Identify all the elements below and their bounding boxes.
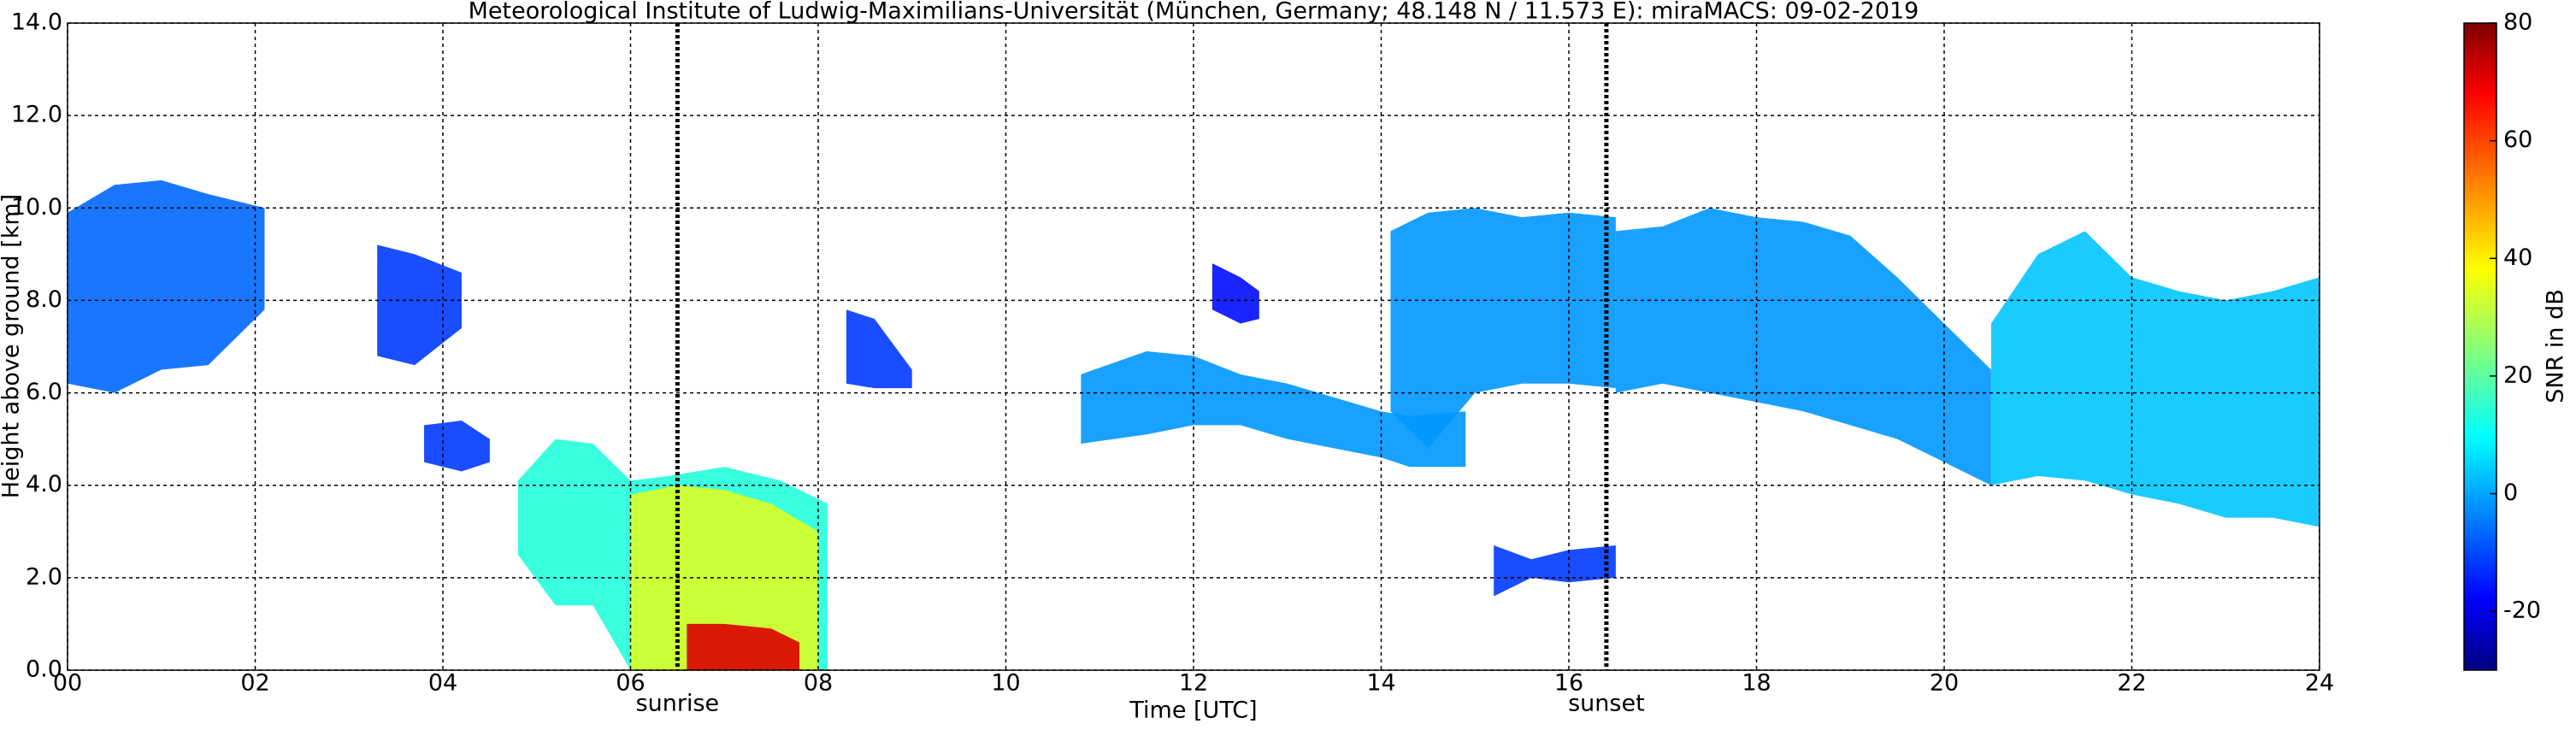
x-axis-label: Time [UTC] — [1129, 698, 1257, 724]
radar-echo — [1211, 263, 1259, 324]
x-tick-label: 00 — [53, 670, 82, 697]
y-tick-label: 0.0 — [26, 656, 62, 683]
radar-echo — [1081, 350, 1466, 468]
y-tick-label: 6.0 — [26, 379, 62, 405]
x-tick-label: 02 — [240, 670, 269, 697]
y-tick-label: 4.0 — [26, 471, 62, 497]
radar-echo — [1990, 231, 2320, 527]
radar-echo — [1615, 208, 1991, 486]
x-tick-label: 18 — [1742, 670, 1771, 697]
radar-echo — [68, 180, 265, 393]
radar-echo — [424, 421, 490, 472]
colorbar-tick-label: -20 — [2503, 598, 2541, 624]
x-tick-label: 12 — [1179, 670, 1208, 697]
radar-echo — [846, 309, 912, 389]
x-tick-label: 14 — [1366, 670, 1395, 697]
x-tick-label: 10 — [991, 670, 1020, 697]
plot-frame — [67, 22, 2320, 671]
colorbar-tick-label: 40 — [2503, 244, 2532, 271]
x-tick-label: 20 — [1930, 670, 1959, 697]
radar-echo — [1494, 545, 1616, 597]
colorbar-label: SNR in dB — [2543, 289, 2569, 403]
x-tick-label: 16 — [1554, 670, 1583, 697]
y-tick-label: 14.0 — [11, 9, 62, 36]
radar-echo — [377, 244, 462, 366]
colorbar-tick-label: 60 — [2503, 127, 2532, 153]
y-axis-label: Height above ground [km] — [0, 194, 25, 498]
x-tick-label: 24 — [2305, 670, 2334, 697]
x-tick-label: 06 — [616, 670, 645, 697]
y-tick-label: 12.0 — [11, 102, 62, 128]
annotation-label: sunrise — [636, 691, 720, 717]
annotation-label: sunset — [1568, 691, 1645, 717]
radar-echo — [687, 623, 800, 670]
x-tick-label: 04 — [428, 670, 457, 697]
colorbar-tick-label: 20 — [2503, 362, 2532, 388]
colorbar — [2463, 22, 2497, 671]
x-tick-label: 22 — [2117, 670, 2146, 697]
y-tick-label: 8.0 — [26, 286, 62, 313]
colorbar-tick-label: 0 — [2503, 480, 2518, 506]
x-tick-label: 08 — [804, 670, 833, 697]
chart-title: Meteorological Institute of Ludwig-Maxim… — [469, 0, 1919, 25]
colorbar-tick-label: 80 — [2503, 9, 2532, 36]
y-tick-label: 10.0 — [11, 194, 62, 221]
y-tick-label: 2.0 — [26, 563, 62, 590]
radar-echo — [1390, 208, 1616, 449]
